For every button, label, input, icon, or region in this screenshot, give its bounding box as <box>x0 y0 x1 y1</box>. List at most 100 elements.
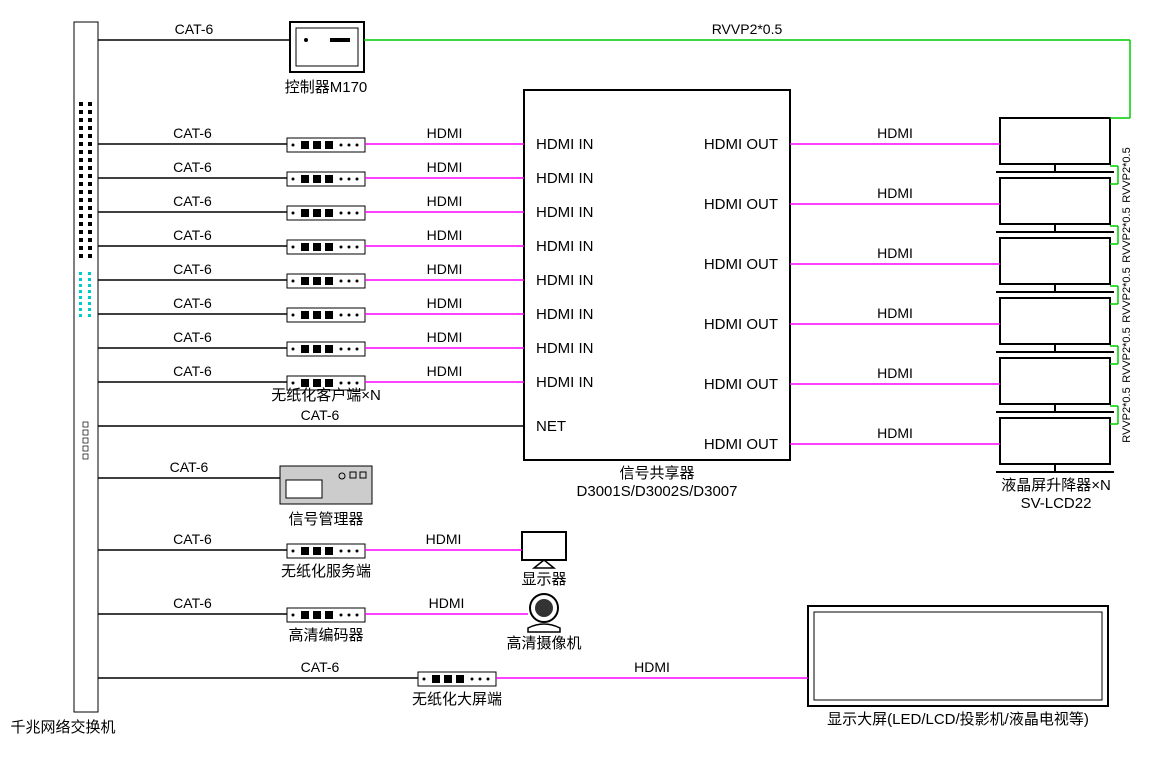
cat6-label: CAT-6 <box>173 125 212 141</box>
cat6-label: CAT-6 <box>170 459 209 475</box>
lcd-lifter <box>996 418 1114 472</box>
hdmi-in-label: HDMI IN <box>536 238 594 255</box>
hdmi-in-label: HDMI IN <box>536 136 594 153</box>
cat6-label: CAT-6 <box>173 261 212 277</box>
cat6-link: CAT-6 <box>98 595 287 614</box>
lcd-lifter <box>996 178 1114 232</box>
cat6-label: CAT-6 <box>173 595 212 611</box>
paperless-server: 无纸化服务端 <box>281 544 371 580</box>
hdmi-label: HDMI <box>427 159 463 175</box>
hdmi-label: HDMI <box>427 193 463 209</box>
cat6-label: CAT-6 <box>175 21 214 37</box>
paperless-client <box>287 240 365 254</box>
gigabit-switch: 千兆网络交换机 <box>10 22 115 736</box>
lcd-group-label-2: SV-LCD22 <box>1021 495 1092 512</box>
cat6-link: CAT-6 <box>98 261 287 280</box>
rvvp-daisy: RVVP2*0.5RVVP2*0.5RVVP2*0.5RVVP2*0.5RVVP… <box>1110 147 1133 442</box>
cat6-link: CAT-6 <box>98 125 287 144</box>
cat6-link: CAT-6 <box>98 329 287 348</box>
cat6-label: CAT-6 <box>173 295 212 311</box>
cat6-link: CAT-6 <box>98 21 290 40</box>
cat6-label: CAT-6 <box>173 329 212 345</box>
hdmi-in-label: HDMI IN <box>536 374 594 391</box>
hdmi-label: HDMI <box>877 245 913 261</box>
hdmi-link: HDMI <box>365 363 524 382</box>
hdmi-link: HDMI <box>365 159 524 178</box>
hdmi-link: HDMI <box>365 125 524 144</box>
hdmi-link: HDMI <box>790 245 1000 264</box>
monitor-label: 显示器 <box>521 571 566 588</box>
cat6-label: CAT-6 <box>173 193 212 209</box>
paperless-client <box>287 342 365 356</box>
hdmi-label: HDMI <box>427 329 463 345</box>
paperless-big-label: 无纸化大屏端 <box>412 691 502 708</box>
hdmi-out-label: HDMI OUT <box>704 376 778 393</box>
sharer-title-1: 信号共享器 <box>619 465 694 482</box>
cat6-label: CAT-6 <box>173 227 212 243</box>
hdmi-link: HDMI <box>365 329 524 348</box>
rvvp-side-label: RVVP2*0.5 <box>1121 147 1133 202</box>
monitor: 显示器 <box>521 532 566 588</box>
hdmi-label: HDMI <box>427 261 463 277</box>
cat6-link: CAT-6 <box>98 531 287 550</box>
hd-encoder-label: 高清编码器 <box>288 627 363 644</box>
hdmi-link: HDMI <box>790 365 1000 384</box>
signal-manager-label: 信号管理器 <box>288 511 363 528</box>
hdmi-link: HDMI <box>365 261 524 280</box>
cat6-label: CAT-6 <box>173 159 212 175</box>
paperless-client <box>287 138 365 152</box>
hdmi-link: HDMI <box>790 305 1000 324</box>
hdmi-link: HDMI <box>365 227 524 246</box>
hdmi-in-label: HDMI IN <box>536 204 594 221</box>
cat6-link: CAT-6 <box>98 159 287 178</box>
hdmi-out-label: HDMI OUT <box>704 136 778 153</box>
lcd-lifter <box>996 298 1114 352</box>
hdmi-out-label: HDMI OUT <box>704 316 778 333</box>
hdmi-label: HDMI <box>426 531 462 547</box>
signal-manager: 信号管理器 <box>280 466 372 528</box>
paperless-client <box>287 308 365 322</box>
cat6-label: CAT-6 <box>173 531 212 547</box>
paperless-bigscreen-client: 无纸化大屏端 <box>412 672 502 708</box>
controller-m170: 控制器M170 <box>285 22 368 96</box>
hd-camera: 高清摄像机 <box>506 594 581 652</box>
hdmi-in-label: HDMI IN <box>536 272 594 289</box>
lcd-lifter <box>996 238 1114 292</box>
cat6-link: CAT-6 <box>98 193 287 212</box>
hdmi-label: HDMI <box>427 295 463 311</box>
cat6-link: CAT-6 <box>98 227 287 246</box>
lcd-group-label-1: 液晶屏升降器×N <box>1001 477 1111 494</box>
hdmi-link: HDMI <box>365 295 524 314</box>
hdmi-label: HDMI <box>427 125 463 141</box>
hdmi-label: HDMI <box>427 227 463 243</box>
cat6-link: CAT-6 <box>98 363 287 382</box>
cat6-link: CAT-6 <box>98 659 418 678</box>
lcd-lifter-group: 液晶屏升降器×NSV-LCD22 <box>996 118 1114 512</box>
hdmi-in-label: HDMI IN <box>536 170 594 187</box>
hdmi-label: HDMI <box>427 363 463 379</box>
hdmi-label: HDMI <box>877 305 913 321</box>
rvvp-side-label: RVVP2*0.5 <box>1121 327 1133 382</box>
rvvp-side-label: RVVP2*0.5 <box>1121 207 1133 262</box>
paperless-client <box>287 274 365 288</box>
hdmi-label: HDMI <box>877 125 913 141</box>
hd-encoder: 高清编码器 <box>287 608 365 644</box>
paperless-clients-group: 无纸化客户端×N <box>271 138 381 404</box>
hdmi-label: HDMI <box>429 595 465 611</box>
paperless-server-label: 无纸化服务端 <box>281 563 371 580</box>
big-display: 显示大屏(LED/LCD/投影机/液晶电视等) <box>808 606 1108 728</box>
hdmi-link: HDMI <box>790 185 1000 204</box>
cat6-link: CAT-6 <box>98 459 280 478</box>
hdmi-link: HDMI <box>790 425 1000 444</box>
big-display-label: 显示大屏(LED/LCD/投影机/液晶电视等) <box>827 710 1089 728</box>
hdmi-label: HDMI <box>877 185 913 201</box>
hdmi-out-label: HDMI OUT <box>704 196 778 213</box>
paperless-client <box>287 172 365 186</box>
camera-label: 高清摄像机 <box>506 635 581 652</box>
hdmi-in-label: HDMI IN <box>536 306 594 323</box>
rvvp-side-label: RVVP2*0.5 <box>1121 387 1133 442</box>
rvvp-label: RVVP2*0.5 <box>712 21 783 37</box>
cat6-label: CAT-6 <box>173 363 212 379</box>
hdmi-out-label: HDMI OUT <box>704 436 778 453</box>
hdmi-link: HDMI <box>496 659 808 678</box>
